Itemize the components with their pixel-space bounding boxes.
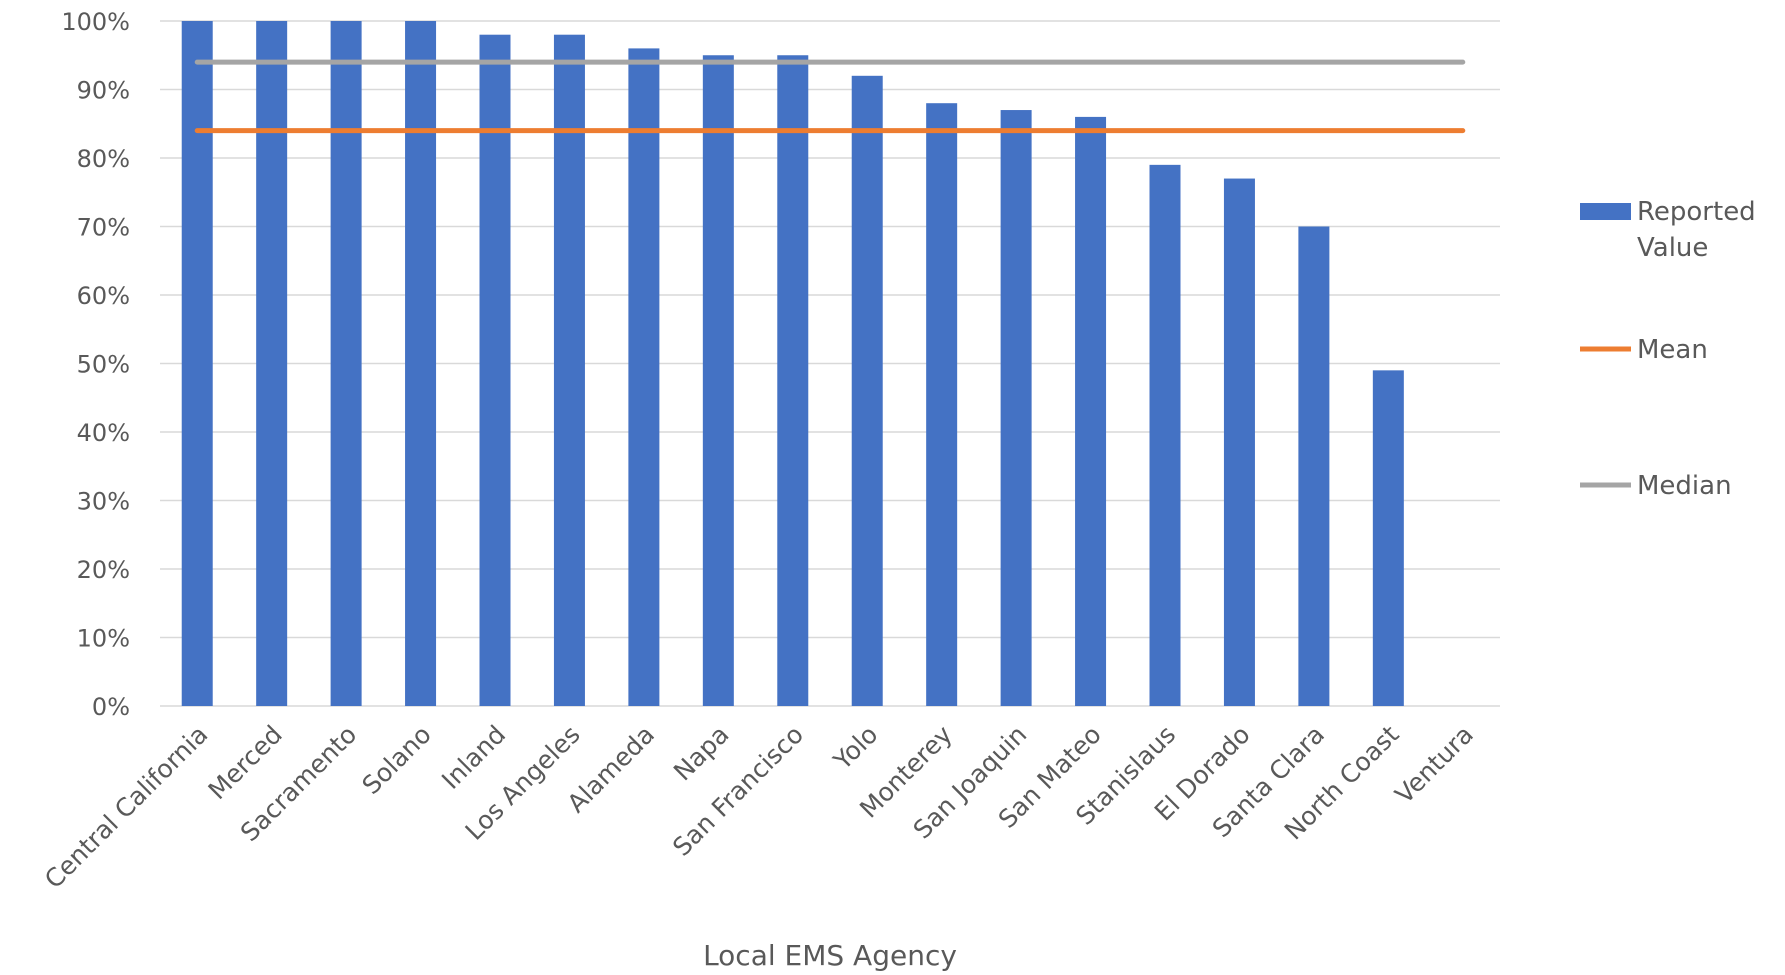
legend-item-reported-value: Reported Value [1580, 197, 1756, 263]
y-tick-label: 10% [77, 625, 130, 653]
x-tick-label: San Francisco [667, 720, 809, 862]
legend-swatch-reported-value [1580, 203, 1631, 220]
bar-napa [702, 55, 734, 706]
bar-stanislaus [1149, 164, 1181, 707]
bar-san-joaquin [1000, 110, 1032, 707]
legend-item-median: Median [1580, 471, 1732, 501]
x-axis-category-labels: Central CaliforniaMercedSacramentoSolano… [39, 720, 1479, 895]
bar-sacramento [330, 21, 362, 706]
y-axis-tick-labels: 0% 10% 20% 30% 40% 50% 60% 70% 80% 90% 100% [61, 8, 130, 721]
reference-lines [194, 59, 1466, 134]
y-tick-label: 80% [77, 145, 130, 173]
y-tick-label: 40% [77, 419, 130, 447]
x-tick-label: Solano [356, 720, 436, 800]
y-tick-label: 60% [77, 282, 130, 310]
bar-solano [405, 21, 437, 706]
y-tick-label: 100% [61, 8, 130, 36]
legend-item-mean: Mean [1580, 335, 1708, 365]
bar-san-mateo [1075, 116, 1107, 706]
legend-label-mean: Mean [1637, 335, 1708, 365]
bar-alameda [628, 48, 660, 706]
bar-north-coast [1372, 370, 1404, 706]
bar-inland [479, 34, 511, 706]
legend-label-median: Median [1637, 471, 1732, 501]
x-tick-label: Napa [668, 720, 735, 787]
bar-monterey [926, 103, 958, 706]
y-tick-label: 50% [77, 351, 130, 379]
y-tick-label: 90% [77, 77, 130, 105]
bar-los-angeles [553, 34, 585, 706]
y-tick-label: 20% [77, 556, 130, 584]
bar-santa-clara [1298, 226, 1330, 706]
bar-el-dorado [1223, 178, 1255, 707]
x-tick-label: Yolo [827, 720, 883, 776]
x-axis-title: Local EMS Agency [703, 939, 957, 972]
legend-label-reported-line2: Value [1637, 233, 1708, 263]
y-tick-label: 70% [77, 214, 130, 242]
legend-label-reported-line1: Reported [1637, 197, 1756, 227]
bar-yolo [851, 75, 883, 707]
y-tick-label: 0% [92, 693, 130, 721]
x-tick-label: Ventura [1389, 720, 1479, 810]
bar-central-california [181, 21, 213, 706]
x-tick-label: Central California [39, 720, 213, 894]
bar-san-francisco [777, 55, 809, 706]
gridlines [160, 20, 1500, 707]
bars [181, 21, 1404, 707]
y-tick-label: 30% [77, 488, 130, 516]
legend: Reported Value Mean Median [1580, 197, 1756, 501]
bar-merced [256, 21, 288, 706]
